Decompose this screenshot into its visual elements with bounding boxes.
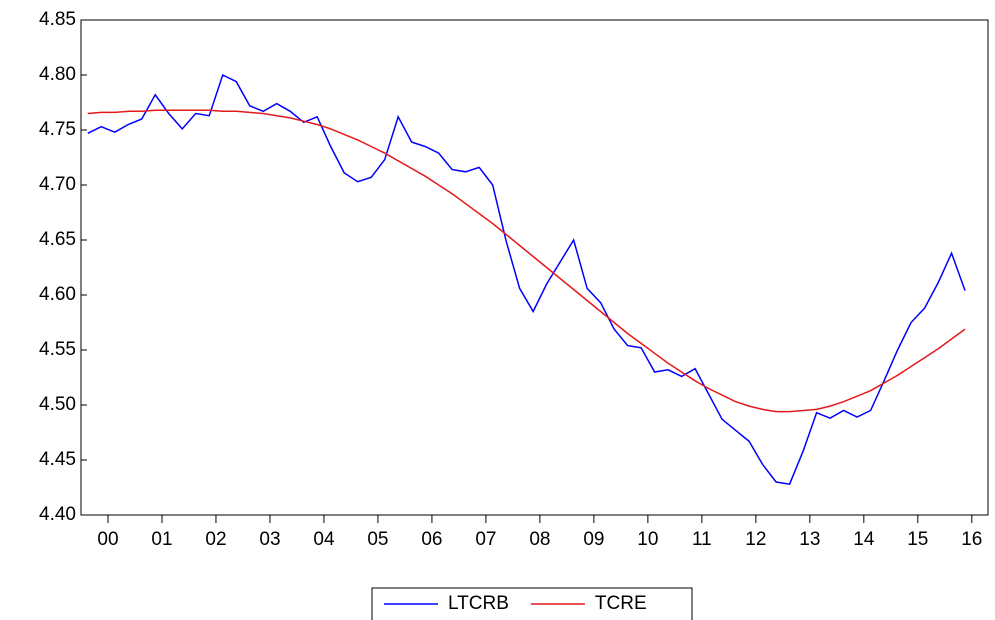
x-tick-label: 07: [475, 529, 496, 550]
x-tick-label: 14: [853, 529, 875, 550]
x-tick-label: 10: [637, 529, 658, 550]
x-tick-label: 00: [97, 529, 118, 550]
x-tick-label: 12: [745, 529, 766, 550]
y-tick-label: 4.50: [39, 394, 76, 415]
line-series: [87, 109, 966, 413]
x-tick-label: 03: [259, 529, 280, 550]
y-tick-label: 4.80: [39, 64, 76, 85]
plot-frame: [80, 19, 989, 516]
x-tick-label: 02: [205, 529, 226, 550]
x-tick-label: 06: [421, 529, 442, 550]
legend-label: LTCRB: [448, 593, 509, 614]
y-tick-label: 4.65: [39, 229, 76, 250]
x-tick-label: 09: [583, 529, 604, 550]
x-tick-label: 08: [529, 529, 550, 550]
x-tick-label: 16: [961, 529, 982, 550]
x-tick-label: 15: [907, 529, 928, 550]
y-tick-label: 4.70: [39, 174, 76, 195]
x-tick-label: 13: [799, 529, 820, 550]
y-tick-label: 4.85: [39, 9, 76, 30]
y-tick-label: 4.45: [39, 449, 76, 470]
x-tick-label: 11: [692, 529, 712, 550]
x-tick-label: 04: [313, 529, 335, 550]
line-series: [87, 73, 966, 486]
y-tick-label: 4.40: [39, 504, 76, 525]
y-tick-label: 4.75: [39, 119, 76, 140]
y-tick-label: 4.60: [39, 284, 76, 305]
y-tick-label: 4.55: [39, 339, 76, 360]
x-tick-label: 01: [151, 529, 172, 550]
x-tick-label: 05: [367, 529, 388, 550]
legend-label: TCRE: [595, 593, 647, 614]
